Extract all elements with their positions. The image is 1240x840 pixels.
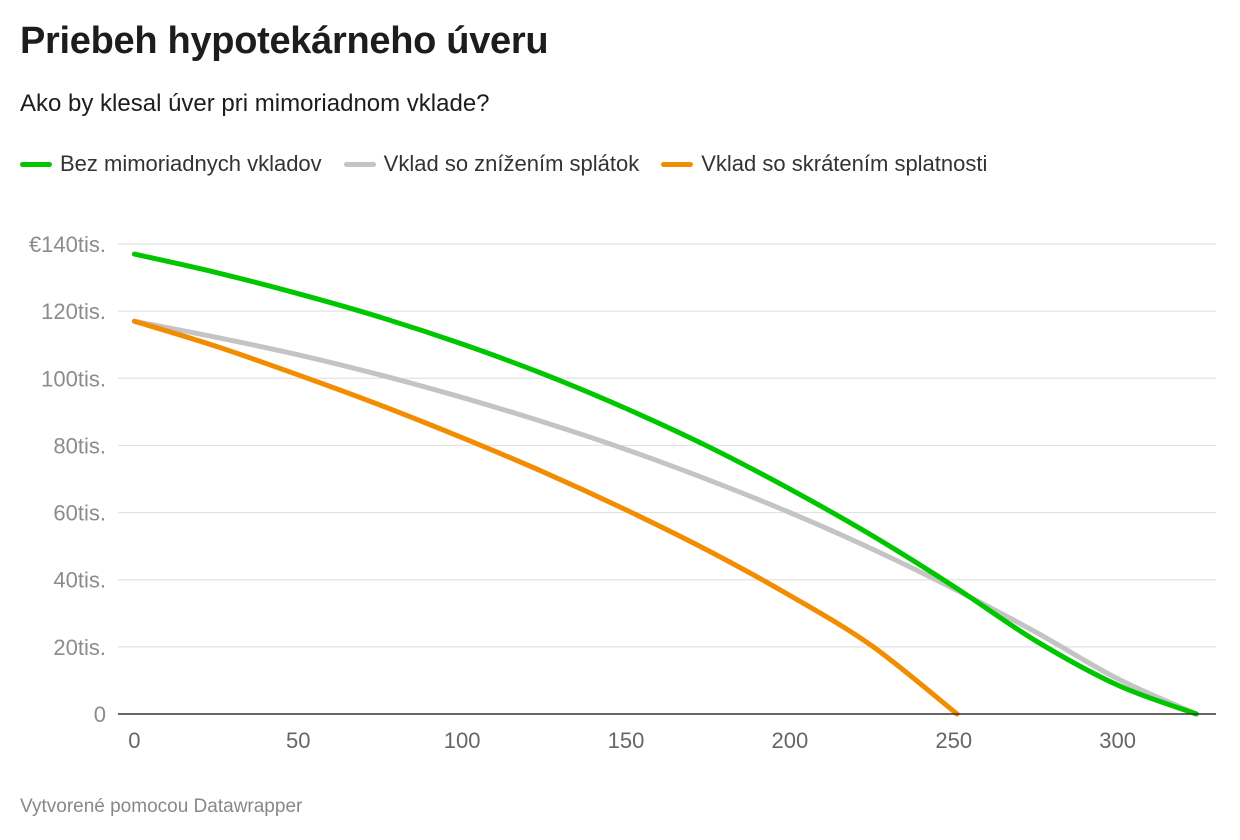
series-line-skratenie-splatnosti <box>131 318 960 717</box>
legend-label: Vklad so znížením splátok <box>383 151 640 176</box>
series-line-znizenie-splatok <box>131 318 1199 717</box>
y-tick-label: 40tis. <box>53 568 106 593</box>
y-tick-label: 80tis. <box>53 433 106 458</box>
y-tick-label: 100tis. <box>41 366 106 391</box>
footer-credit: Vytvorené pomocou Datawrapper <box>20 796 303 817</box>
legend: Bez mimoriadnych vkladov Vklad so znížen… <box>20 151 1009 177</box>
legend-label: Bez mimoriadnych vkladov <box>60 151 322 176</box>
legend-label: Vklad so skrátením splatnosti <box>701 151 988 176</box>
legend-item-skratenie-splatnosti: Vklad so skrátením splatnosti <box>661 151 987 177</box>
legend-item-znizenie-splatok: Vklad so znížením splátok <box>343 151 640 177</box>
legend-swatch-green <box>20 161 52 167</box>
y-tick-label: 60tis. <box>53 501 106 526</box>
legend-item-bez-vkladov: Bez mimoriadnych vkladov <box>20 151 322 177</box>
x-tick-label: 200 <box>772 728 809 753</box>
chart-title: Priebeh hypotekárneho úveru <box>20 20 549 62</box>
x-tick-label: 50 <box>286 728 310 753</box>
y-tick-label: 0 <box>94 702 106 727</box>
series-lines <box>131 251 1199 717</box>
chart-subtitle: Ako by klesal úver pri mimoriadnom vklad… <box>20 90 490 117</box>
x-tick-label: 250 <box>935 728 972 753</box>
x-tick-label: 150 <box>608 728 645 753</box>
y-tick-label: €140tis. <box>29 232 106 257</box>
legend-swatch-orange <box>661 161 694 167</box>
series-line-bez-vkladov <box>131 251 1199 717</box>
legend-swatch-gray <box>343 161 376 167</box>
y-tick-label: 120tis. <box>41 299 106 324</box>
gridlines <box>118 243 1216 648</box>
axes: 0 20tis. 40tis. 60tis. 80tis. 100tis. 120tis. €… <box>29 232 1216 753</box>
y-tick-label: 20tis. <box>53 635 106 660</box>
x-tick-label: 300 <box>1099 728 1136 753</box>
x-tick-label: 100 <box>444 728 481 753</box>
x-tick-label: 0 <box>128 728 140 753</box>
